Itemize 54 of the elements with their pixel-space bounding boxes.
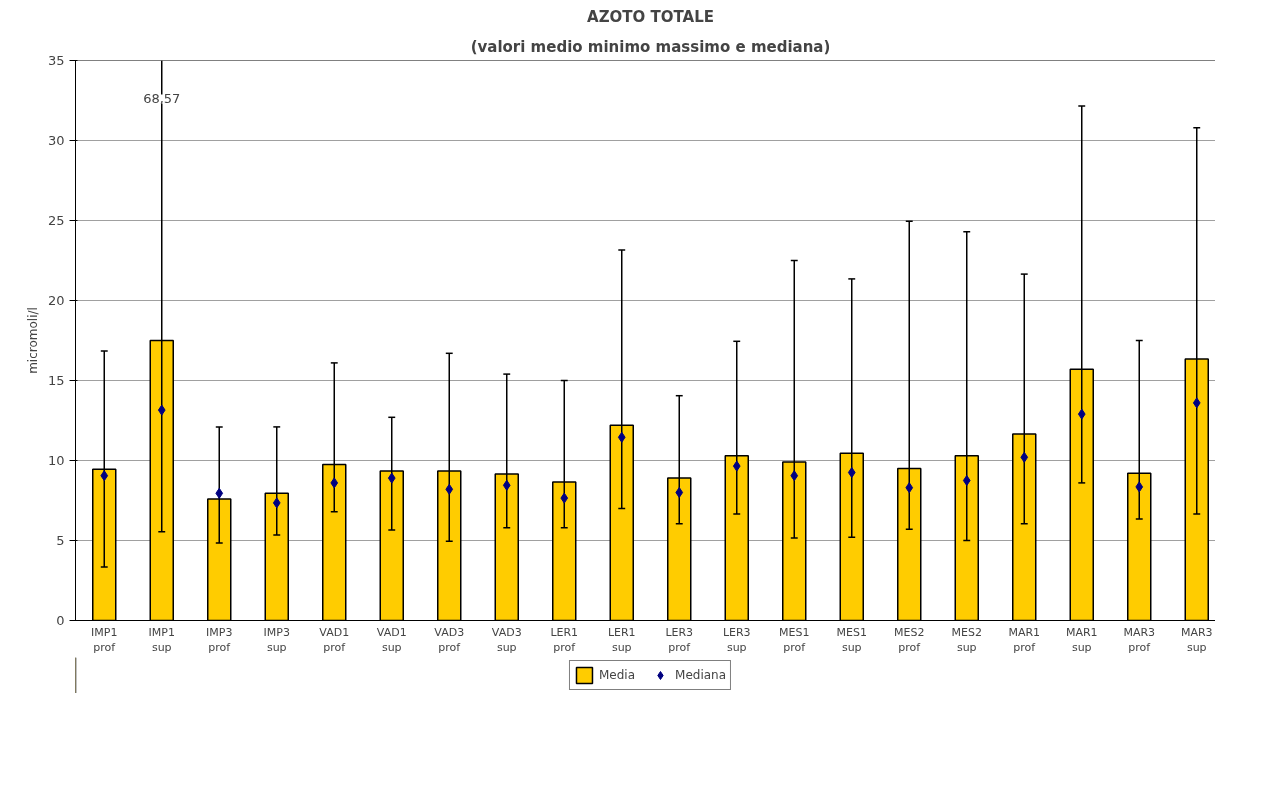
y-axis-title: micromoli/l [25, 307, 40, 374]
x-tick-label: MAR3 sup [1180, 625, 1213, 655]
point [732, 460, 741, 472]
point [100, 470, 109, 482]
x-tick-label: VAD3 prof [434, 625, 465, 655]
point [617, 431, 626, 443]
point [272, 497, 281, 509]
y-tick-label: 35 [47, 53, 65, 68]
y-tick-label: 10 [47, 453, 65, 468]
x-tick-label: IMP3 prof [206, 625, 233, 655]
point [560, 492, 569, 504]
x-tick-label: MES1 sup [836, 625, 867, 655]
x-tick-label: IMP1 prof [91, 625, 118, 655]
point [675, 487, 684, 498]
x-tick-label: MES2 prof [894, 625, 925, 655]
x-tick-label: VAD1 prof [319, 625, 350, 655]
x-tick-label: MAR1 prof [1008, 625, 1041, 655]
y-tick-label: 15 [47, 373, 65, 388]
x-tick-label: IMP3 sup [263, 625, 290, 655]
x-tick-label: LER1 prof [550, 625, 579, 655]
point [847, 467, 856, 478]
x-tick-label: MAR1 sup [1065, 625, 1098, 655]
point [157, 404, 166, 416]
point [445, 483, 454, 495]
x-tick-label: VAD1 sup [376, 625, 407, 655]
point [1192, 397, 1201, 409]
point [1020, 451, 1029, 463]
x-tick-label: LER3 sup [722, 625, 751, 655]
x-tick-label: MAR3 prof [1123, 625, 1156, 655]
point [1135, 481, 1144, 493]
annotation: 68,57 [143, 91, 181, 107]
x-tick-label: MES1 prof [779, 625, 810, 655]
chart-title: AZOTO TOTALE [587, 7, 714, 26]
y-tick-label: 25 [47, 213, 65, 228]
y-tick-label: 20 [47, 293, 65, 308]
x-tick-label: LER3 prof [665, 625, 694, 655]
x-tick-label: MES2 sup [951, 625, 982, 655]
point [502, 479, 511, 491]
point [790, 470, 799, 482]
x-tick-label: LER1 sup [607, 625, 636, 655]
legend-label: Media [598, 668, 636, 682]
x-tick-label: VAD3 sup [491, 625, 522, 655]
point [905, 482, 914, 494]
point [330, 477, 339, 489]
point [1077, 408, 1086, 420]
chart-subtitle: (valori medio minimo massimo e mediana) [470, 37, 831, 56]
point [215, 487, 224, 499]
y-tick-label: 0 [56, 613, 65, 628]
y-tick-label: 30 [47, 133, 65, 148]
point [962, 475, 971, 486]
legend-label: Mediana [675, 668, 727, 682]
y-tick-label: 5 [56, 533, 65, 548]
point [387, 472, 396, 484]
x-tick-label: IMP1 sup [148, 625, 175, 655]
